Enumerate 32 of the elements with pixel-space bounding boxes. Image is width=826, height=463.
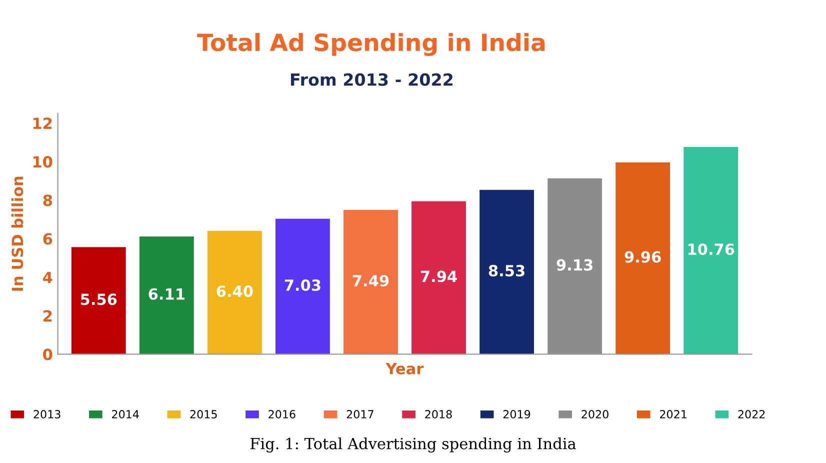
text: 5.56 (80, 294, 117, 306)
text: 7.49 (352, 274, 389, 286)
text: 9.96 (624, 251, 661, 263)
y-tick-label: 12 (33, 118, 52, 129)
y-tick-label: 4 (43, 272, 52, 283)
legend-label: 2014 (112, 410, 139, 418)
text: 6.11 (148, 288, 184, 300)
chart-subtitle: From 2013 - 2022 (291, 73, 452, 86)
text: 9.13 (556, 259, 592, 271)
chart-title: Total Ad Spending in India (197, 32, 545, 56)
legend-label: 2013 (34, 410, 60, 418)
caption: Fig. 1: Total Advertising spending in India (250, 438, 576, 453)
text: 6.40 (216, 285, 253, 297)
legend-label: 2021 (660, 410, 686, 418)
y-tick-label: 10 (33, 156, 52, 168)
x-axis-title: Year (386, 363, 424, 374)
legend-label: 2018 (425, 410, 452, 418)
legend-label: 2017 (346, 410, 374, 418)
y-tick-label: 8 (43, 194, 52, 206)
y-tick-label: 0 (43, 348, 52, 360)
legend-label: 2015 (190, 410, 217, 418)
legend-label: 2020 (582, 410, 608, 418)
text: 7.94 (420, 270, 457, 282)
y-axis-title: In USD billion (11, 176, 24, 291)
text: 7.03 (284, 279, 320, 291)
legend-label: 2019 (503, 410, 530, 418)
legend-label: 2022 (738, 410, 765, 418)
legend-label: 2016 (268, 410, 296, 418)
text: 10.76 (688, 243, 734, 256)
y-tick-label: 6 (43, 233, 52, 245)
text: 8.53 (488, 264, 524, 276)
y-tick-label: 2 (44, 310, 52, 322)
